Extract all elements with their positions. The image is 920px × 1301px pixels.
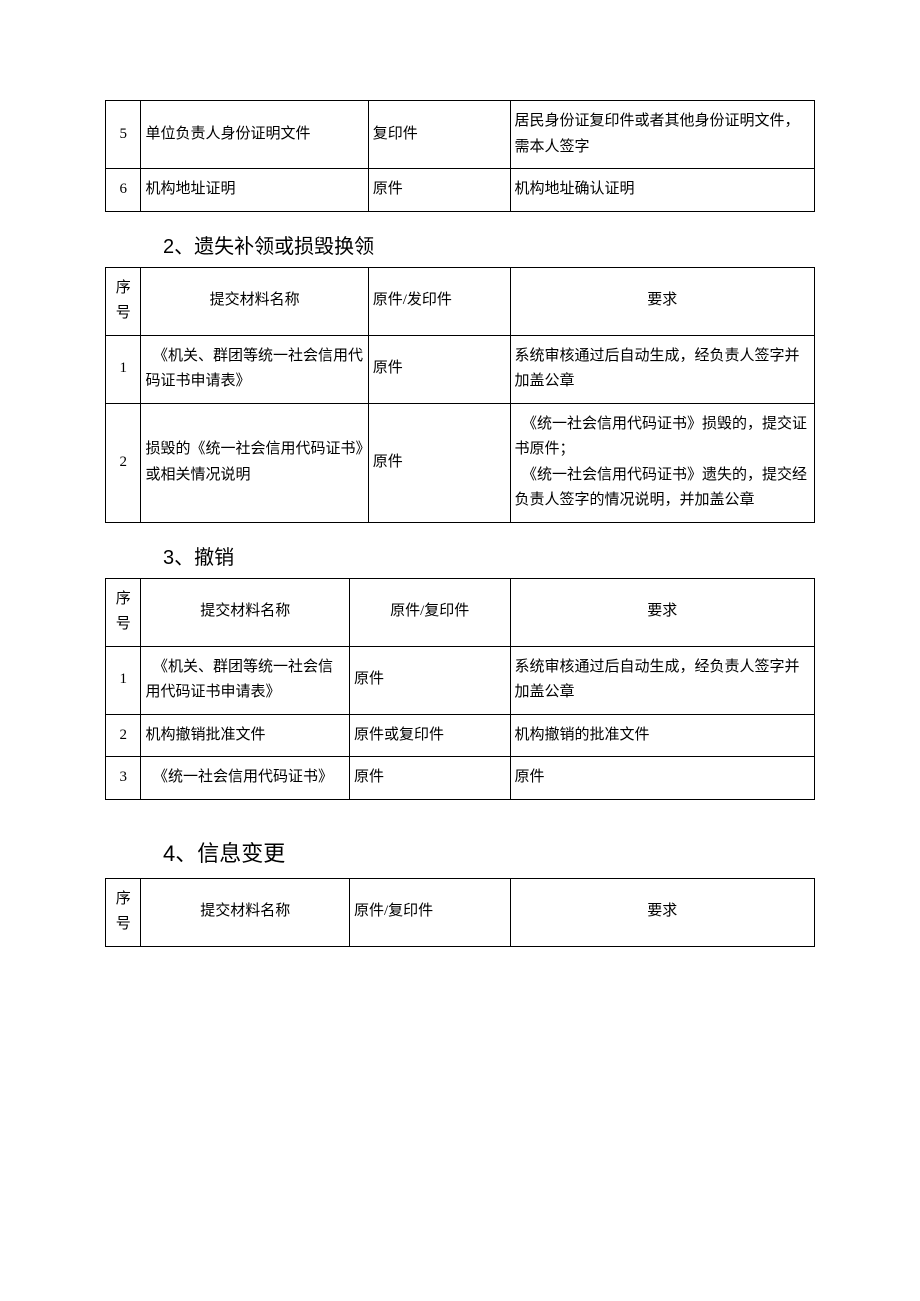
cell-name: 《统一社会信用代码证书》 <box>141 757 350 800</box>
table-row: 6 机构地址证明 原件 机构地址确认证明 <box>106 169 815 212</box>
cell-req: 居民身份证复印件或者其他身份证明文件，需本人签字 <box>510 101 814 169</box>
cell-name: 损毁的《统一社会信用代码证书》或相关情况说明 <box>141 403 368 522</box>
cell-seq: 3 <box>106 757 141 800</box>
cell-name: 单位负责人身份证明文件 <box>141 101 368 169</box>
cell-type: 原件 <box>368 403 510 522</box>
table-header-row: 序号 提交材料名称 原件/复印件 要求 <box>106 578 815 646</box>
cell-seq: 1 <box>106 335 141 403</box>
cell-type: 原件 <box>368 169 510 212</box>
header-req: 要求 <box>510 267 814 335</box>
header-type: 原件/发印件 <box>368 267 510 335</box>
cell-type: 原件或复印件 <box>349 714 510 757</box>
cell-req: 机构地址确认证明 <box>510 169 814 212</box>
cell-name: 《机关、群团等统一社会信用代码证书申请表》 <box>141 335 368 403</box>
cell-seq: 2 <box>106 714 141 757</box>
cell-name: 机构撤销批准文件 <box>141 714 350 757</box>
section2-title: 2、遗失补领或损毁换领 <box>163 230 815 259</box>
table-row: 5 单位负责人身份证明文件 复印件 居民身份证复印件或者其他身份证明文件，需本人… <box>106 101 815 169</box>
cell-type: 原件 <box>349 757 510 800</box>
table-section4: 序号 提交材料名称 原件/复印件 要求 <box>105 878 815 947</box>
cell-req: 机构撤销的批准文件 <box>510 714 814 757</box>
header-type: 原件/复印件 <box>349 578 510 646</box>
header-req: 要求 <box>510 878 814 946</box>
table-section1-cont: 5 单位负责人身份证明文件 复印件 居民身份证复印件或者其他身份证明文件，需本人… <box>105 100 815 212</box>
table-row: 2 机构撤销批准文件 原件或复印件 机构撤销的批准文件 <box>106 714 815 757</box>
cell-type: 原件 <box>368 335 510 403</box>
cell-type: 原件 <box>349 646 510 714</box>
table-section3: 序号 提交材料名称 原件/复印件 要求 1 《机关、群团等统一社会信用代码证书申… <box>105 578 815 800</box>
cell-seq: 2 <box>106 403 141 522</box>
cell-seq: 6 <box>106 169 141 212</box>
table-section2: 序号 提交材料名称 原件/发印件 要求 1 《机关、群团等统一社会信用代码证书申… <box>105 267 815 523</box>
header-seq: 序号 <box>106 578 141 646</box>
table-header-row: 序号 提交材料名称 原件/发印件 要求 <box>106 267 815 335</box>
cell-req: 《统一社会信用代码证书》损毁的，提交证书原件； 《统一社会信用代码证书》遗失的，… <box>510 403 814 522</box>
table-header-row: 序号 提交材料名称 原件/复印件 要求 <box>106 878 815 946</box>
section4-title: 4、信息变更 <box>163 836 815 868</box>
cell-seq: 5 <box>106 101 141 169</box>
table-row: 2 损毁的《统一社会信用代码证书》或相关情况说明 原件 《统一社会信用代码证书》… <box>106 403 815 522</box>
header-seq: 序号 <box>106 267 141 335</box>
cell-req: 系统审核通过后自动生成，经负责人签字并加盖公章 <box>510 335 814 403</box>
cell-seq: 1 <box>106 646 141 714</box>
header-name: 提交材料名称 <box>141 267 368 335</box>
header-req: 要求 <box>510 578 814 646</box>
table-row: 1 《机关、群团等统一社会信用代码证书申请表》 原件 系统审核通过后自动生成，经… <box>106 335 815 403</box>
section3-title: 3、撤销 <box>163 541 815 570</box>
table-row: 1 《机关、群团等统一社会信用代码证书申请表》 原件 系统审核通过后自动生成，经… <box>106 646 815 714</box>
header-type: 原件/复印件 <box>349 878 510 946</box>
header-name: 提交材料名称 <box>141 878 350 946</box>
cell-type: 复印件 <box>368 101 510 169</box>
table-row: 3 《统一社会信用代码证书》 原件 原件 <box>106 757 815 800</box>
header-seq: 序号 <box>106 878 141 946</box>
cell-name: 机构地址证明 <box>141 169 368 212</box>
cell-req: 系统审核通过后自动生成，经负责人签字并加盖公章 <box>510 646 814 714</box>
header-name: 提交材料名称 <box>141 578 350 646</box>
cell-name: 《机关、群团等统一社会信用代码证书申请表》 <box>141 646 350 714</box>
cell-req: 原件 <box>510 757 814 800</box>
